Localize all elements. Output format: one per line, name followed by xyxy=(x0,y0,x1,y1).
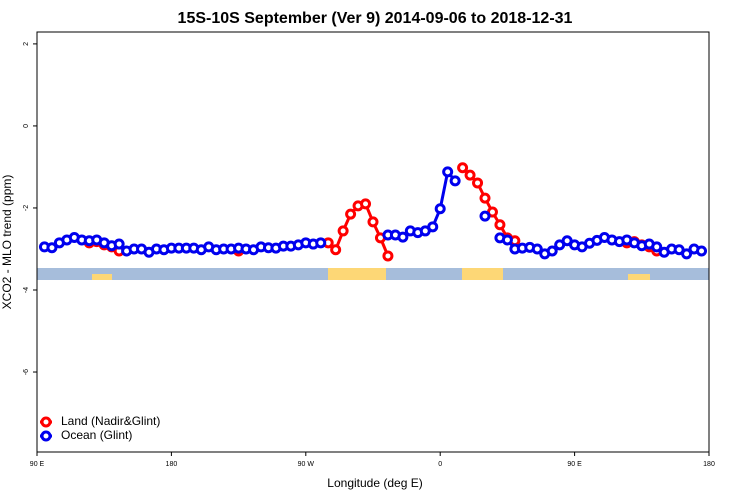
y-tick-label: 2 xyxy=(23,42,30,46)
data-point xyxy=(651,241,663,253)
y-tick-label: -2 xyxy=(23,205,30,211)
data-point xyxy=(330,244,342,256)
data-point xyxy=(360,198,372,210)
data-point xyxy=(367,216,379,228)
chart-title: 15S-10S September (Ver 9) 2014-09-06 to … xyxy=(178,10,573,27)
y-tick-label: 0 xyxy=(23,124,30,128)
data-point xyxy=(449,175,461,187)
surface-strip xyxy=(37,268,709,280)
data-point xyxy=(434,203,446,215)
data-point xyxy=(382,250,394,262)
data-point xyxy=(479,210,491,222)
y-tick-label: -4 xyxy=(23,287,30,293)
legend-label: Ocean (Glint) xyxy=(61,428,132,442)
data-point xyxy=(494,219,506,231)
data-point xyxy=(46,242,58,254)
x-tick-label: 90 W xyxy=(298,461,315,468)
land-strip xyxy=(92,274,112,280)
data-point xyxy=(464,169,476,181)
data-point xyxy=(113,238,125,250)
data-point xyxy=(546,245,558,257)
data-point xyxy=(397,231,409,243)
land-strip xyxy=(462,268,503,280)
data-point xyxy=(457,162,469,174)
legend-swatch xyxy=(40,416,52,428)
data-point xyxy=(472,177,484,189)
x-tick-label: 0 xyxy=(438,461,442,468)
land-strip xyxy=(328,268,386,280)
x-tick-label: 90 E xyxy=(567,461,582,468)
x-axis-label: Longitude (deg E) xyxy=(327,476,422,490)
y-tick-label: -6 xyxy=(23,369,30,375)
x-tick-label: 180 xyxy=(166,461,178,468)
data-point xyxy=(315,237,327,249)
data-point xyxy=(479,192,491,204)
data-point xyxy=(501,234,513,246)
data-point xyxy=(345,208,357,220)
legend-label: Land (Nadir&Glint) xyxy=(61,414,160,428)
data-point xyxy=(531,243,543,255)
land-strip xyxy=(628,274,650,280)
plot-frame xyxy=(36,31,710,453)
data-point xyxy=(696,245,708,257)
data-point xyxy=(442,166,454,178)
y-axis-label: XCO2 - MLO trend (ppm) xyxy=(0,175,14,310)
legend-swatch xyxy=(40,430,52,442)
data-point xyxy=(681,248,693,260)
x-tick-label: 180 xyxy=(703,461,715,468)
data-point xyxy=(427,221,439,233)
x-tick-label: 90 E xyxy=(30,461,45,468)
data-point xyxy=(337,225,349,237)
